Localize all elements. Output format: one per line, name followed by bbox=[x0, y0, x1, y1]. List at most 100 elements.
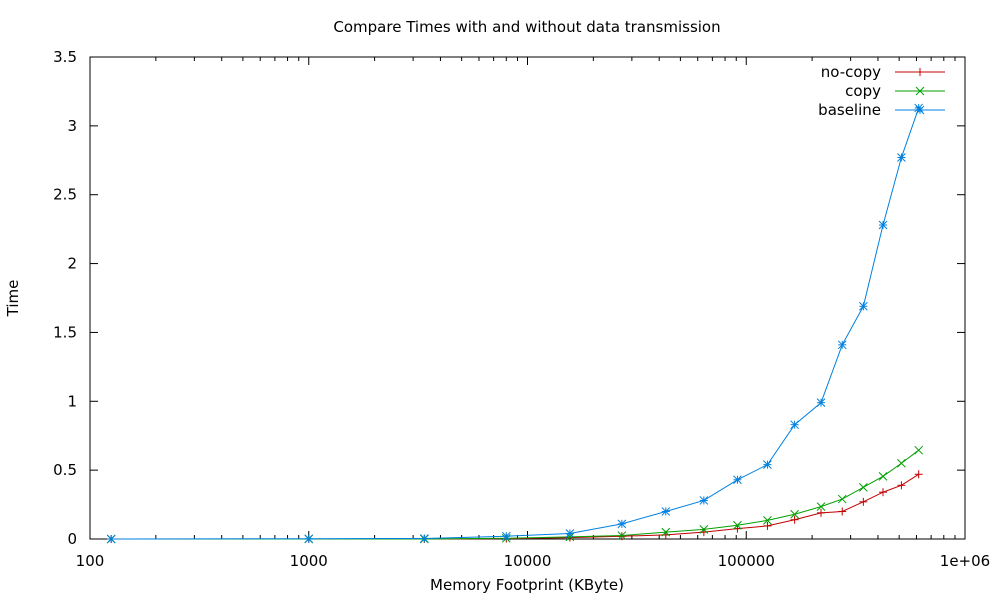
data-point bbox=[915, 105, 925, 115]
series-baseline bbox=[106, 103, 924, 544]
marker-stroke bbox=[914, 103, 924, 113]
data-point bbox=[419, 534, 429, 543]
data-point bbox=[837, 494, 847, 504]
data-point bbox=[878, 471, 888, 481]
data-point bbox=[817, 508, 826, 517]
marker-stroke bbox=[837, 494, 847, 504]
data-point bbox=[661, 507, 671, 516]
marker-stroke bbox=[790, 420, 799, 430]
series-line bbox=[111, 449, 919, 540]
marker-stroke bbox=[617, 519, 627, 529]
data-point bbox=[914, 470, 923, 479]
marker-stroke bbox=[661, 507, 671, 516]
y-tick-label: 1.5 bbox=[53, 323, 77, 341]
marker-stroke bbox=[763, 516, 772, 525]
marker-stroke bbox=[858, 483, 868, 492]
marker-stroke bbox=[816, 398, 826, 408]
data-point bbox=[879, 488, 888, 497]
marker-stroke bbox=[733, 520, 742, 530]
data-point bbox=[897, 458, 906, 468]
data-point bbox=[914, 445, 924, 455]
data-point bbox=[106, 534, 116, 544]
data-point bbox=[565, 529, 575, 538]
series-layer bbox=[106, 103, 924, 544]
chart-title: Compare Times with and without data tran… bbox=[333, 18, 720, 36]
legend-label: no-copy bbox=[821, 63, 881, 81]
data-point bbox=[916, 68, 924, 76]
data-point bbox=[617, 531, 627, 540]
data-point bbox=[699, 496, 709, 505]
data-point bbox=[816, 398, 826, 408]
data-point bbox=[763, 516, 772, 525]
marker-stroke bbox=[816, 502, 826, 511]
marker-stroke bbox=[915, 105, 925, 115]
marker-stroke bbox=[858, 301, 868, 311]
data-point bbox=[733, 524, 742, 533]
y-tick-label: 1 bbox=[67, 392, 77, 410]
marker-stroke bbox=[878, 220, 888, 230]
y-tick-label: 2 bbox=[67, 255, 77, 273]
data-point bbox=[501, 531, 511, 541]
data-point bbox=[733, 475, 742, 485]
data-point bbox=[304, 534, 314, 544]
x-tick-label: 1e+06 bbox=[940, 552, 990, 570]
y-tick-label: 3.5 bbox=[53, 48, 77, 66]
series-copy bbox=[106, 445, 924, 544]
legend-label: baseline bbox=[818, 101, 881, 119]
data-point bbox=[915, 86, 925, 96]
marker-stroke bbox=[897, 153, 906, 162]
marker-stroke bbox=[304, 534, 314, 544]
marker-stroke bbox=[699, 496, 709, 505]
marker-stroke bbox=[914, 445, 924, 455]
marker-stroke bbox=[878, 471, 888, 481]
y-tick-label: 3 bbox=[67, 117, 77, 135]
axis-ticks: 0 0.5 1 1.5 2 2.5 3 3.5 100 1000 10000 100000 1e+06 bbox=[53, 48, 990, 570]
marker-stroke bbox=[501, 531, 511, 541]
marker-stroke bbox=[565, 529, 575, 538]
data-point bbox=[859, 497, 868, 506]
data-point bbox=[878, 220, 888, 230]
data-point bbox=[838, 507, 847, 516]
plot-frame bbox=[89, 56, 966, 540]
marker-stroke bbox=[419, 534, 429, 543]
legend-label: copy bbox=[845, 82, 881, 100]
series-line bbox=[111, 107, 920, 540]
x-tick-label: 1000 bbox=[290, 552, 328, 570]
data-point bbox=[733, 520, 742, 530]
data-point bbox=[858, 483, 868, 492]
marker-stroke bbox=[733, 475, 742, 485]
marker-stroke bbox=[897, 458, 906, 468]
data-point bbox=[763, 521, 772, 530]
data-point bbox=[897, 481, 906, 490]
data-point bbox=[617, 519, 627, 529]
data-point bbox=[858, 301, 868, 311]
marker-stroke bbox=[915, 86, 925, 96]
data-point bbox=[897, 153, 906, 162]
data-point bbox=[763, 460, 772, 469]
data-point bbox=[790, 515, 799, 524]
x-tick-label: 10000 bbox=[504, 552, 552, 570]
series-no-copy bbox=[107, 470, 923, 543]
marker-stroke bbox=[790, 509, 799, 519]
marker-stroke bbox=[617, 531, 627, 540]
marker-stroke bbox=[106, 534, 116, 544]
x-tick-label: 100 bbox=[76, 552, 105, 570]
x-tick-label: 100000 bbox=[718, 552, 775, 570]
data-point bbox=[699, 525, 709, 534]
data-point bbox=[816, 502, 826, 511]
x-axis-label: Memory Footprint (KByte) bbox=[430, 576, 624, 594]
series-line bbox=[111, 473, 919, 540]
data-point bbox=[837, 340, 847, 350]
data-point bbox=[790, 509, 799, 519]
y-axis-label: Time bbox=[4, 280, 22, 318]
marker-stroke bbox=[837, 340, 847, 350]
marker-stroke bbox=[699, 525, 709, 534]
marker-stroke bbox=[763, 460, 772, 469]
y-tick-label: 2.5 bbox=[53, 186, 77, 204]
data-point bbox=[661, 527, 671, 537]
y-tick-label: 0.5 bbox=[53, 461, 77, 479]
data-point bbox=[790, 420, 799, 430]
marker-stroke bbox=[661, 527, 671, 537]
